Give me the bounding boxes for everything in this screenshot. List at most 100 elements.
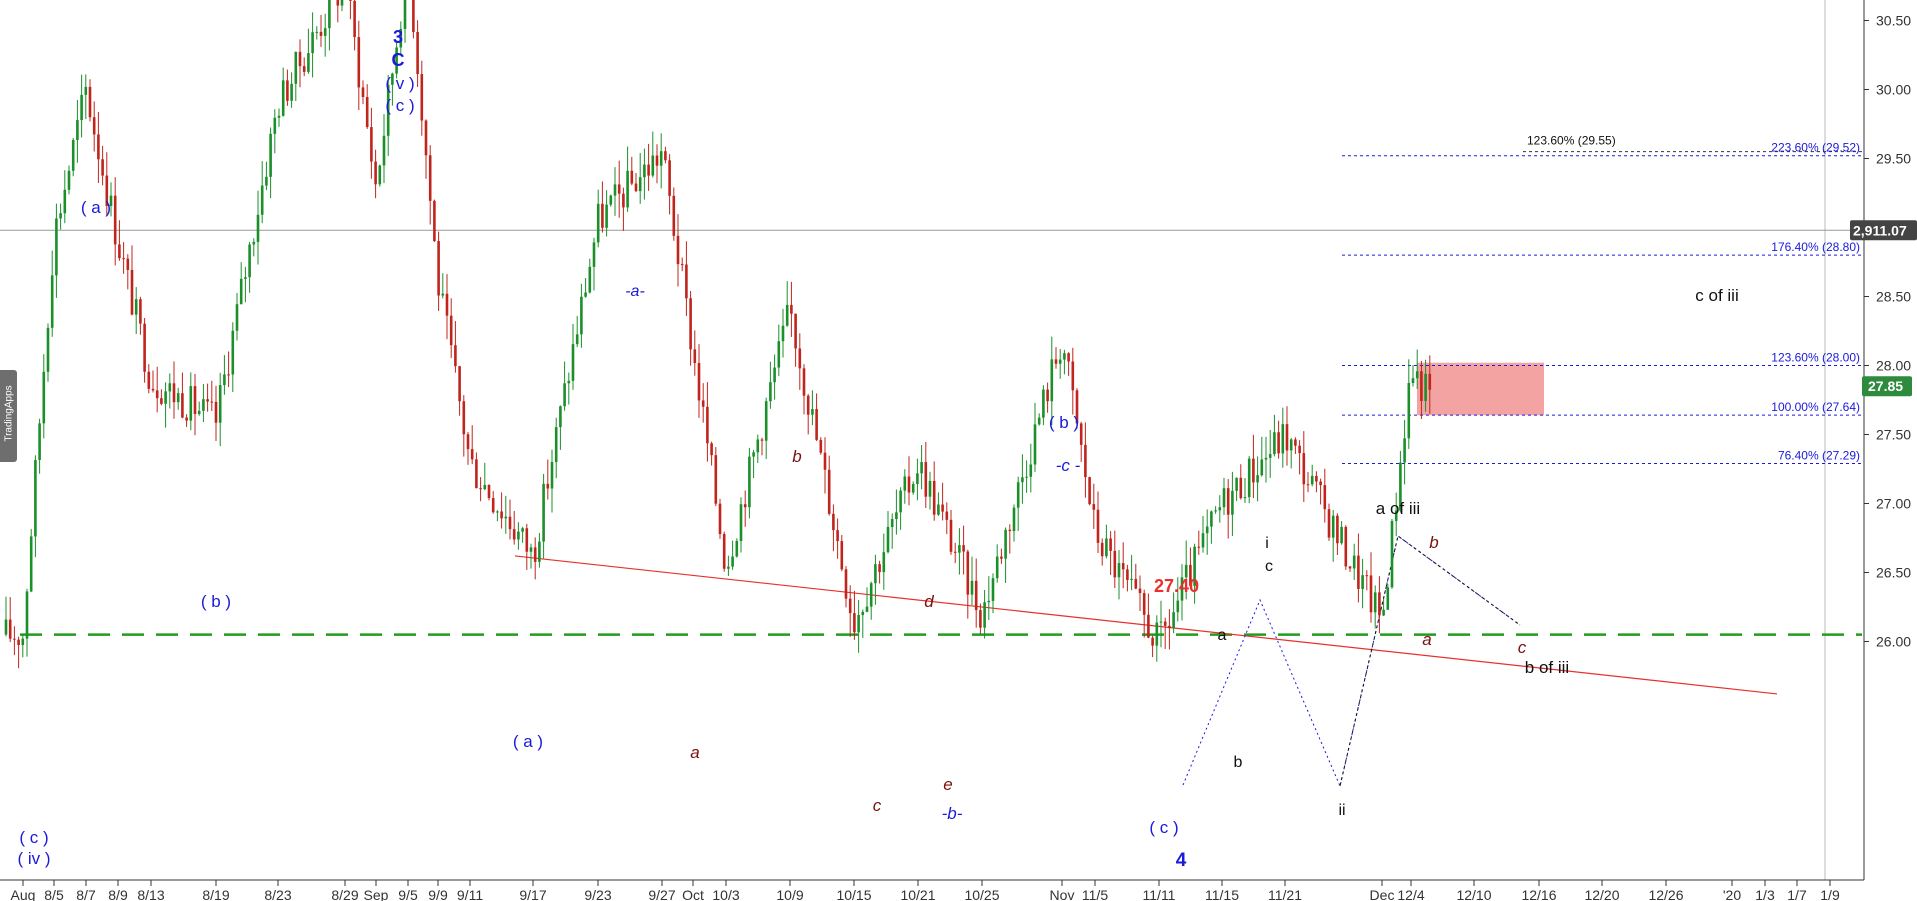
candle-body <box>256 214 260 242</box>
candle-body <box>949 519 953 552</box>
candle-body <box>403 0 407 29</box>
wave-label: c <box>873 796 882 815</box>
wave-label: ( a ) <box>81 198 111 217</box>
candle-body <box>1088 477 1091 505</box>
wave-label: b <box>1429 533 1438 552</box>
candle-body <box>1319 481 1322 486</box>
candle-body <box>1281 424 1285 454</box>
candle-body <box>298 51 302 67</box>
x-tick-label: Dec <box>1370 887 1395 901</box>
candle-body <box>340 0 344 6</box>
candle-body <box>907 476 911 493</box>
candle-body <box>1109 538 1112 551</box>
y-tick-label: 30.50 <box>1876 13 1911 29</box>
candle-body <box>731 556 734 567</box>
x-tick-label: 1/9 <box>1820 887 1840 901</box>
candle-body <box>160 398 163 404</box>
candle-body <box>59 213 62 219</box>
candle-body <box>1058 359 1062 364</box>
candle-body <box>1050 359 1054 402</box>
candle-body <box>1235 477 1238 491</box>
candle-body <box>21 638 25 646</box>
candle-body <box>202 399 205 411</box>
candle-body <box>336 0 340 6</box>
candle-body <box>1378 592 1381 616</box>
candle-body <box>1193 546 1196 586</box>
x-tick-label: 1/3 <box>1755 887 1775 901</box>
candle-body <box>865 606 869 612</box>
candle-body <box>832 513 835 531</box>
wave-label: i <box>1265 535 1269 552</box>
candle-body <box>890 519 894 527</box>
candle-body <box>706 406 709 444</box>
candle-body <box>1243 497 1247 499</box>
wave-label: ii <box>1338 802 1345 819</box>
candle-body <box>920 462 923 474</box>
candle-body <box>823 452 827 470</box>
candle-body <box>248 244 251 278</box>
candle-body <box>844 569 848 599</box>
candle-body <box>1256 475 1259 483</box>
candle-body <box>651 155 655 176</box>
candle-body <box>680 264 684 266</box>
candle-body <box>571 344 575 381</box>
candle-body <box>1092 504 1096 510</box>
candle-body <box>1168 625 1171 629</box>
candle-body <box>1415 371 1419 379</box>
candle-body <box>588 266 592 293</box>
candle-body <box>827 469 831 514</box>
wave-label: d <box>924 592 934 611</box>
trendline <box>514 555 1778 695</box>
candle-body <box>1197 546 1201 548</box>
candle-body <box>785 304 789 326</box>
candle-body <box>601 203 604 228</box>
wave-label: ( v ) <box>385 74 414 93</box>
last-price-text: 27.85 <box>1868 378 1903 394</box>
candle-body <box>1306 484 1310 486</box>
candle-body <box>1390 520 1394 588</box>
candle-body <box>197 410 201 415</box>
candle-body <box>294 51 298 84</box>
candle-body <box>1042 389 1045 418</box>
candle-body <box>17 639 20 646</box>
wave-label: ( iv ) <box>17 849 50 868</box>
candle-body <box>592 242 596 267</box>
x-tick-label: Sep <box>364 887 389 901</box>
candle-body <box>395 47 398 74</box>
candle-body <box>1382 609 1385 616</box>
candle-body <box>176 393 180 403</box>
candle-body <box>470 449 474 460</box>
candle-body <box>1079 423 1083 445</box>
candle-body <box>815 408 818 440</box>
candle-body <box>34 459 37 537</box>
candle-body <box>46 327 50 372</box>
candle-body <box>290 83 293 101</box>
candle-body <box>1071 361 1075 391</box>
candle-body <box>1373 592 1377 613</box>
candle-body <box>428 155 432 201</box>
x-tick-label: 8/29 <box>331 887 358 901</box>
candle-body <box>710 443 713 456</box>
candle-body <box>1247 458 1251 498</box>
x-tick-label: 12/4 <box>1397 887 1424 901</box>
candle-body <box>1424 373 1427 401</box>
candle-body <box>311 32 314 54</box>
candle-body <box>143 323 146 372</box>
candle-body <box>1105 538 1108 557</box>
candle-body <box>840 541 844 570</box>
candle-body <box>987 600 991 603</box>
candle-body <box>475 459 478 489</box>
candle-body <box>1352 555 1356 569</box>
candle-body <box>449 315 453 346</box>
x-tick-label: 9/11 <box>457 887 483 901</box>
candle-body <box>676 235 680 265</box>
candle-body <box>764 401 768 441</box>
candle-body <box>1407 382 1411 439</box>
x-tick-label: 12/26 <box>1648 887 1683 901</box>
candle-body <box>328 0 331 29</box>
candle-body <box>483 484 487 490</box>
candle-body <box>701 400 705 407</box>
candle-body <box>25 591 29 639</box>
candle-body <box>1134 578 1138 589</box>
candle-body <box>802 368 806 396</box>
